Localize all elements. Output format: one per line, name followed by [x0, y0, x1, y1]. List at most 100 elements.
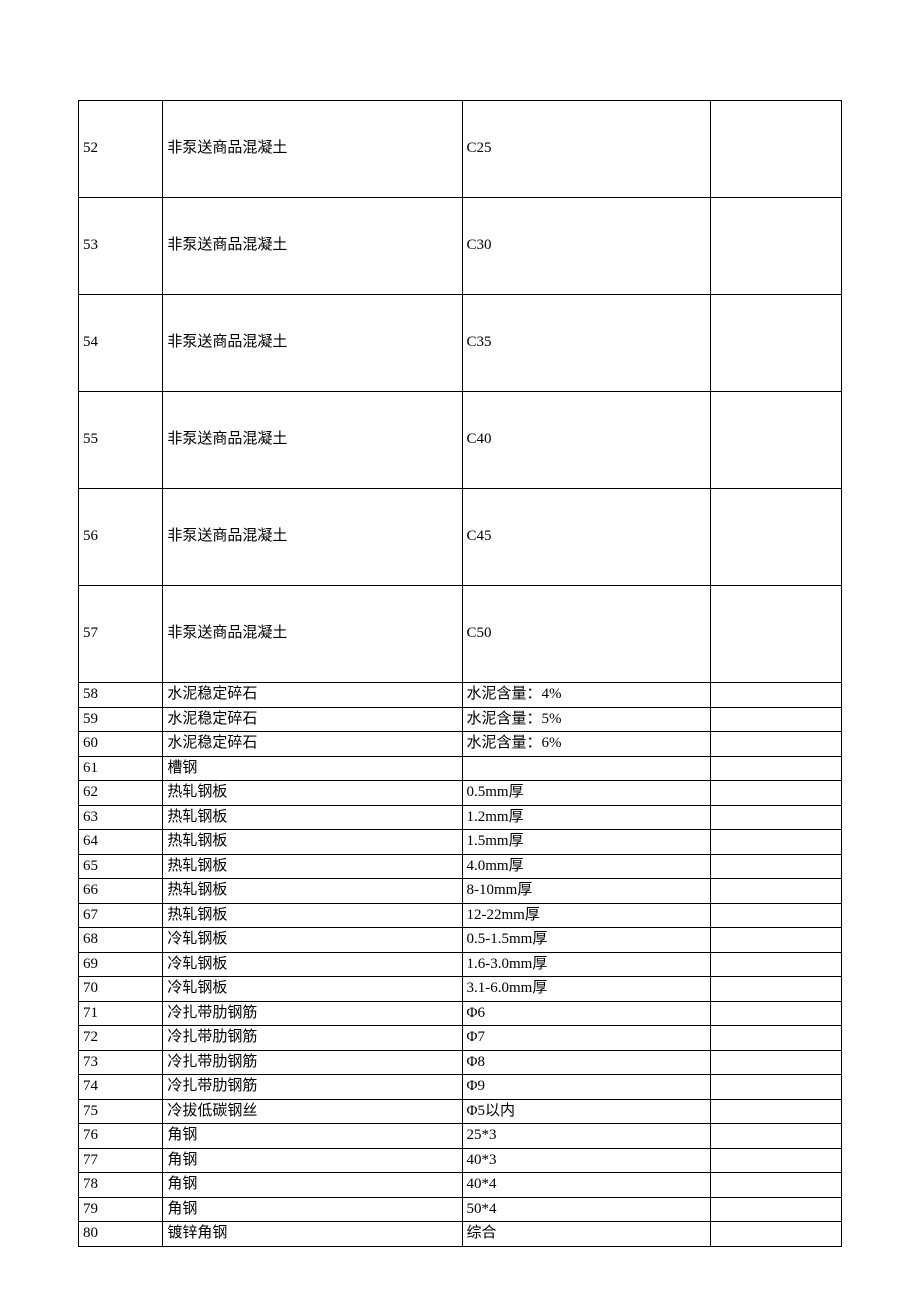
table-row: 56非泵送商品混凝土C45 [79, 489, 842, 586]
cell-last [711, 756, 842, 781]
cell-number: 64 [79, 830, 163, 855]
cell-last [711, 586, 842, 683]
cell-material-name: 角钢 [163, 1173, 462, 1198]
cell-specification: 40*3 [462, 1148, 711, 1173]
table-row: 71冷扎带肋钢筋Φ6 [79, 1001, 842, 1026]
table-row: 54非泵送商品混凝土C35 [79, 295, 842, 392]
cell-material-name: 热轧钢板 [163, 879, 462, 904]
cell-specification: C40 [462, 392, 711, 489]
table-row: 66热轧钢板8-10mm厚 [79, 879, 842, 904]
cell-last [711, 101, 842, 198]
cell-material-name: 冷扎带肋钢筋 [163, 1075, 462, 1100]
cell-specification: 1.5mm厚 [462, 830, 711, 855]
cell-material-name: 冷轧钢板 [163, 977, 462, 1002]
cell-material-name: 角钢 [163, 1197, 462, 1222]
cell-specification: 4.0mm厚 [462, 854, 711, 879]
cell-last [711, 683, 842, 708]
table-row: 53非泵送商品混凝土C30 [79, 198, 842, 295]
cell-last [711, 781, 842, 806]
cell-last [711, 928, 842, 953]
cell-number: 55 [79, 392, 163, 489]
cell-last [711, 1026, 842, 1051]
cell-number: 54 [79, 295, 163, 392]
cell-material-name: 热轧钢板 [163, 830, 462, 855]
cell-material-name: 槽钢 [163, 756, 462, 781]
cell-number: 56 [79, 489, 163, 586]
table-row: 70冷轧钢板3.1-6.0mm厚 [79, 977, 842, 1002]
cell-specification: Φ6 [462, 1001, 711, 1026]
cell-last [711, 489, 842, 586]
table-row: 58水泥稳定碎石水泥含量：4% [79, 683, 842, 708]
cell-number: 70 [79, 977, 163, 1002]
cell-specification: 40*4 [462, 1173, 711, 1198]
cell-last [711, 903, 842, 928]
table-body: 52非泵送商品混凝土C2553非泵送商品混凝土C3054非泵送商品混凝土C355… [79, 101, 842, 1247]
table-row: 68冷轧钢板0.5-1.5mm厚 [79, 928, 842, 953]
cell-last [711, 830, 842, 855]
table-row: 76角钢25*3 [79, 1124, 842, 1149]
cell-material-name: 热轧钢板 [163, 805, 462, 830]
cell-material-name: 角钢 [163, 1124, 462, 1149]
table-row: 55非泵送商品混凝土C40 [79, 392, 842, 489]
cell-material-name: 水泥稳定碎石 [163, 707, 462, 732]
cell-specification: Φ8 [462, 1050, 711, 1075]
cell-number: 65 [79, 854, 163, 879]
table-row: 77角钢40*3 [79, 1148, 842, 1173]
cell-material-name: 水泥稳定碎石 [163, 683, 462, 708]
cell-material-name: 非泵送商品混凝土 [163, 198, 462, 295]
cell-material-name: 热轧钢板 [163, 854, 462, 879]
cell-material-name: 非泵送商品混凝土 [163, 295, 462, 392]
cell-material-name: 冷扎带肋钢筋 [163, 1050, 462, 1075]
cell-last [711, 1099, 842, 1124]
cell-specification: 0.5-1.5mm厚 [462, 928, 711, 953]
cell-last [711, 1075, 842, 1100]
table-row: 67热轧钢板12-22mm厚 [79, 903, 842, 928]
cell-specification: C50 [462, 586, 711, 683]
cell-specification: C45 [462, 489, 711, 586]
cell-last [711, 854, 842, 879]
cell-last [711, 952, 842, 977]
cell-material-name: 冷轧钢板 [163, 952, 462, 977]
cell-specification: 3.1-6.0mm厚 [462, 977, 711, 1002]
cell-material-name: 热轧钢板 [163, 781, 462, 806]
cell-material-name: 热轧钢板 [163, 903, 462, 928]
cell-specification: Φ9 [462, 1075, 711, 1100]
cell-material-name: 冷拔低碳钢丝 [163, 1099, 462, 1124]
cell-number: 62 [79, 781, 163, 806]
table-row: 78角钢40*4 [79, 1173, 842, 1198]
cell-specification: 综合 [462, 1222, 711, 1247]
cell-specification: 50*4 [462, 1197, 711, 1222]
cell-number: 67 [79, 903, 163, 928]
cell-last [711, 1173, 842, 1198]
table-row: 60水泥稳定碎石水泥含量：6% [79, 732, 842, 757]
cell-specification: 水泥含量：6% [462, 732, 711, 757]
cell-number: 58 [79, 683, 163, 708]
table-row: 61槽钢 [79, 756, 842, 781]
cell-last [711, 1148, 842, 1173]
cell-number: 73 [79, 1050, 163, 1075]
cell-number: 79 [79, 1197, 163, 1222]
cell-last [711, 1124, 842, 1149]
cell-material-name: 非泵送商品混凝土 [163, 586, 462, 683]
cell-number: 52 [79, 101, 163, 198]
table-row: 62热轧钢板0.5mm厚 [79, 781, 842, 806]
cell-number: 60 [79, 732, 163, 757]
cell-number: 66 [79, 879, 163, 904]
cell-specification: C25 [462, 101, 711, 198]
cell-material-name: 水泥稳定碎石 [163, 732, 462, 757]
table-row: 75冷拔低碳钢丝Φ5以内 [79, 1099, 842, 1124]
cell-last [711, 977, 842, 1002]
materials-table: 52非泵送商品混凝土C2553非泵送商品混凝土C3054非泵送商品混凝土C355… [78, 100, 842, 1247]
cell-specification: 8-10mm厚 [462, 879, 711, 904]
cell-specification: 1.2mm厚 [462, 805, 711, 830]
cell-number: 71 [79, 1001, 163, 1026]
cell-material-name: 镀锌角钢 [163, 1222, 462, 1247]
table-row: 64热轧钢板1.5mm厚 [79, 830, 842, 855]
cell-material-name: 非泵送商品混凝土 [163, 392, 462, 489]
table-row: 65热轧钢板4.0mm厚 [79, 854, 842, 879]
cell-specification: 25*3 [462, 1124, 711, 1149]
cell-material-name: 冷扎带肋钢筋 [163, 1026, 462, 1051]
cell-last [711, 392, 842, 489]
cell-material-name: 冷轧钢板 [163, 928, 462, 953]
cell-specification: 12-22mm厚 [462, 903, 711, 928]
